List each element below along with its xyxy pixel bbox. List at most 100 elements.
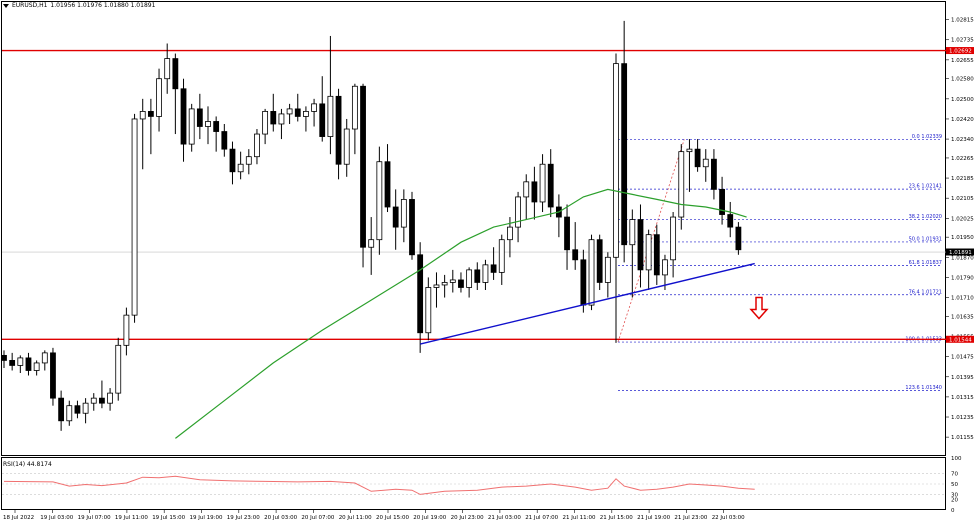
- main-pane-frame: [1, 1, 946, 456]
- candle-body: [686, 148, 693, 153]
- candle-body: [303, 111, 309, 117]
- candle-body: [139, 111, 146, 120]
- fib-level-label: 123.6 1.01340: [905, 385, 942, 391]
- time-tick-label: 22 Jul 03:00: [712, 515, 745, 521]
- candle-body: [33, 362, 40, 371]
- candle-body: [490, 264, 497, 273]
- support-price-label: 1.01544: [949, 337, 972, 343]
- candle-body: [245, 156, 252, 165]
- candlesticks: [1, 20, 742, 431]
- price-tick-label: 1.02735: [951, 38, 974, 44]
- time-tick-label: 20 Jul 03:00: [264, 515, 297, 521]
- candle-body: [1, 354, 7, 361]
- candle-body: [596, 239, 603, 283]
- price-tick-label: 1.02500: [951, 97, 974, 103]
- candle-body: [351, 85, 358, 130]
- chart-header: EURUSD,H1 1.01956 1.01976 1.01880 1.0189…: [3, 2, 155, 9]
- candle-body: [41, 352, 48, 364]
- candle-body: [547, 163, 554, 208]
- time-tick-label: 19 Jul 07:00: [78, 515, 111, 521]
- candle-body: [417, 254, 424, 334]
- candle-body: [123, 314, 130, 346]
- fib-level-label: 0.0 1.02339: [912, 134, 942, 140]
- time-tick-label: 20 Jul 19:00: [413, 515, 446, 521]
- candle-body: [515, 196, 521, 228]
- horizontal-levels[interactable]: [2, 49, 946, 340]
- price-tick-label: 1.01870: [951, 255, 974, 261]
- ohlc-quote: 1.01956 1.01976 1.01880 1.01891: [50, 2, 156, 9]
- candle-body: [25, 357, 32, 371]
- candle-body: [711, 158, 717, 190]
- candle-body: [115, 344, 122, 394]
- candle-body: [694, 148, 701, 168]
- time-tick-label: 20 Jul 23:00: [451, 515, 484, 521]
- price-tick-label: 1.02025: [951, 216, 974, 222]
- candle-body: [645, 234, 652, 271]
- candle-body: [213, 121, 220, 132]
- candle-body: [237, 163, 244, 173]
- price-tick-label: 1.02580: [951, 77, 974, 83]
- candle-body: [327, 95, 334, 137]
- axes: 1.02815 1.02735 1.02655 1.02580 1.02500 1.024…: [3, 18, 974, 521]
- indicator-overlays: [175, 188, 755, 439]
- fib-level-label: 76.4 1.01721: [909, 289, 942, 295]
- candle-body: [474, 269, 481, 283]
- fib-anchor-line: [617, 139, 685, 343]
- fib-level-label: 38.2 1.02020: [909, 214, 942, 220]
- price-tick-label: 1.01395: [951, 375, 974, 381]
- candle-body: [441, 282, 448, 286]
- candle-body: [727, 214, 734, 228]
- candle-body: [498, 239, 505, 273]
- rsi-guide-lines: [2, 473, 946, 495]
- resistance-price-label: 1.02692: [949, 49, 972, 55]
- candle-body: [662, 259, 668, 276]
- bullish-trendline: [419, 262, 755, 345]
- time-tick-label: 21 Jul 07:00: [525, 515, 558, 521]
- price-tick-label: 1.01475: [951, 355, 974, 361]
- candle-body: [360, 85, 366, 248]
- price-tick-label: 1.02815: [951, 18, 974, 24]
- candle-body: [507, 226, 513, 241]
- moving-average-line: [175, 188, 747, 439]
- candle-body: [384, 161, 391, 208]
- candle-body: [425, 287, 432, 334]
- candle-body: [229, 148, 236, 173]
- rsi-indicator-label: RSI(14) 44.8174: [3, 461, 52, 468]
- candle-body: [254, 133, 260, 158]
- rsi-line: [3, 475, 755, 495]
- candle-body: [90, 397, 97, 404]
- candle-body: [286, 108, 293, 115]
- price-tick-label: 1.01635: [951, 314, 974, 320]
- candle-body: [613, 63, 619, 258]
- candle-body: [670, 216, 677, 261]
- time-tick-label: 20 Jul 15:00: [376, 515, 409, 521]
- rsi-tick-label: 70: [951, 472, 958, 478]
- rsi-tick-label: 100: [951, 456, 962, 462]
- candle-body: [678, 151, 685, 218]
- candle-body: [58, 397, 65, 422]
- candle-body: [466, 269, 473, 288]
- candle-body: [572, 249, 579, 261]
- time-tick-label: 18 Jul 2022: [3, 515, 34, 521]
- candle-body: [262, 111, 269, 135]
- resistance-price-tag: [946, 47, 974, 55]
- price-tick-label: 1.01790: [951, 275, 974, 281]
- time-tick-label: 21 Jul 11:00: [563, 515, 596, 521]
- candle-body: [99, 397, 105, 404]
- candle-body: [196, 108, 203, 127]
- candle-body: [604, 256, 611, 283]
- candle-body: [50, 352, 56, 399]
- fib-level-label: 61.8 1.01837: [909, 260, 942, 266]
- candle-body: [335, 95, 342, 165]
- candle-body: [449, 279, 456, 283]
- rsi-tick-label: 20: [951, 498, 958, 504]
- price-tick-label: 1.02655: [951, 58, 974, 64]
- candle-body: [9, 360, 16, 366]
- time-tick-label: 21 Jul 03:00: [488, 515, 521, 521]
- candle-body: [400, 199, 407, 228]
- caret-down-icon[interactable]: [3, 3, 9, 8]
- candle-body: [188, 108, 195, 145]
- time-tick-label: 21 Jul 15:00: [600, 515, 633, 521]
